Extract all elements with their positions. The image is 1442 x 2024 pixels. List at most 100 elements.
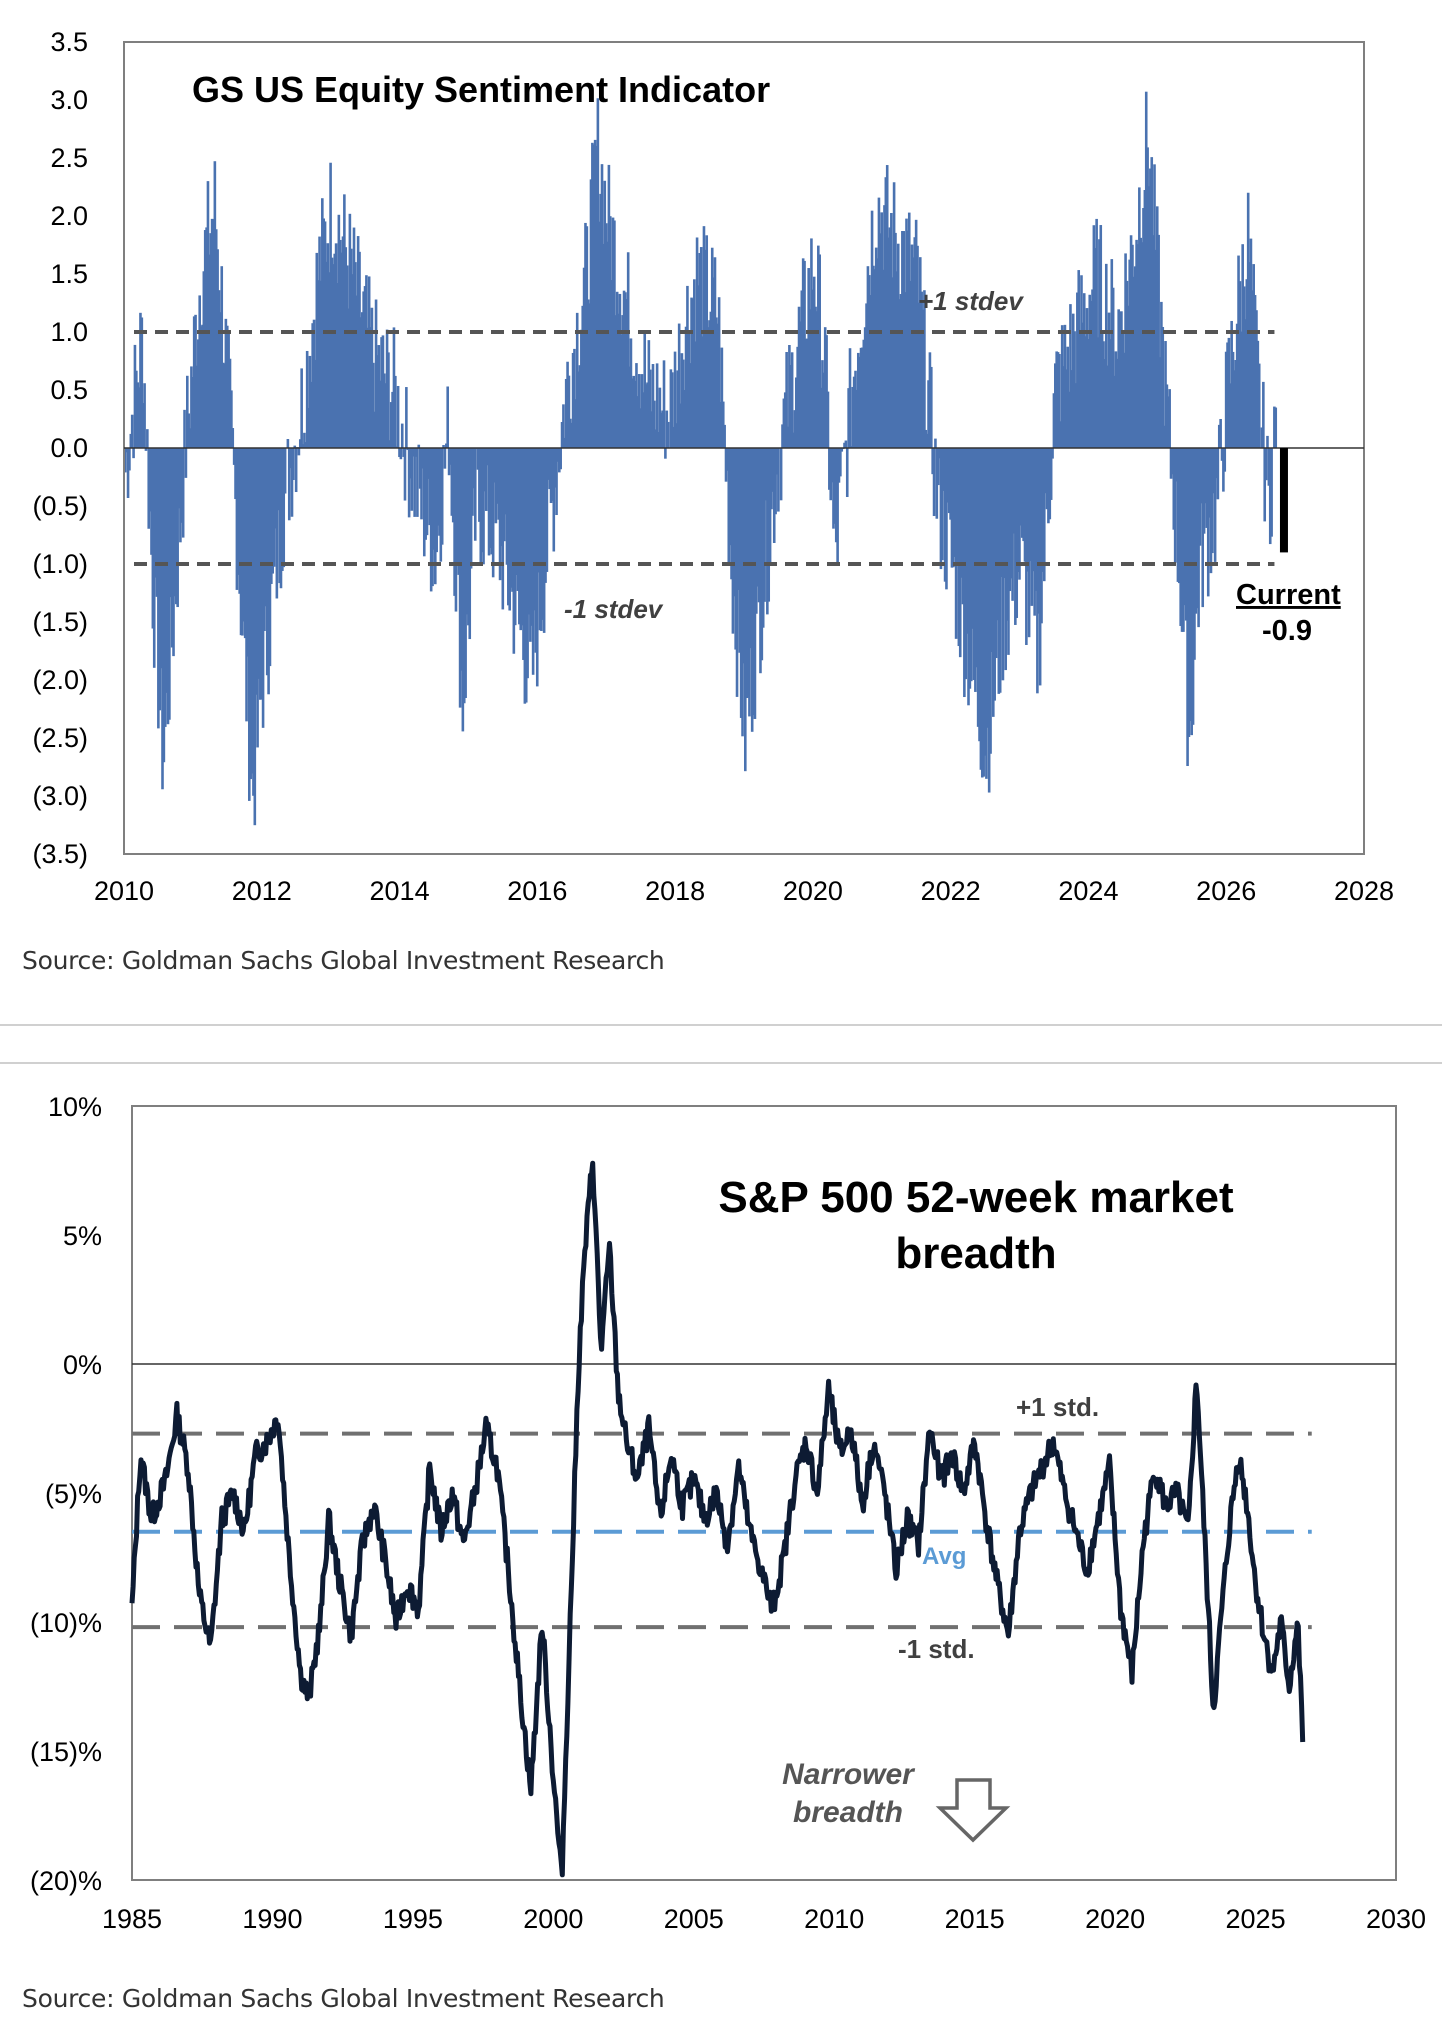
sentiment-bar [979, 448, 983, 770]
sentiment-bar [194, 314, 197, 448]
sentiment-bar [1107, 312, 1111, 448]
sentiment-bar [169, 448, 173, 598]
sentiment-bar [1154, 249, 1158, 448]
y-tick-label: (1.0) [32, 549, 88, 579]
plus-std-label: +1 std. [1016, 1392, 1099, 1422]
y-tick-label: (2.0) [32, 665, 88, 695]
sentiment-bar [552, 448, 556, 552]
sentiment-bar [701, 336, 704, 448]
sentiment-bar [124, 448, 127, 473]
sentiment-bar [1022, 448, 1025, 542]
sentiment-bar [449, 448, 452, 465]
x-tick-label: 1985 [102, 1904, 162, 1934]
sentiment-bar [508, 448, 511, 611]
sentiment-bar [377, 345, 381, 448]
sentiment-bar [873, 269, 877, 448]
sentiment-bar [305, 350, 309, 448]
sentiment-bar [424, 448, 427, 540]
sentiment-bar [713, 257, 717, 448]
sentiment-bar [1179, 448, 1182, 626]
sentiment-bar [567, 375, 571, 448]
sentiment-bar [439, 448, 443, 562]
sentiment-bar [1274, 407, 1278, 448]
sentiment-bar [851, 386, 855, 448]
sentiment-bar [617, 313, 620, 448]
sentiment-bar [1209, 448, 1213, 574]
sentiment-bar [519, 448, 523, 631]
sentiment-bar [1088, 294, 1092, 448]
sentiment-bar [1081, 322, 1085, 448]
sentiment-bar [1122, 352, 1126, 448]
sentiment-bar [884, 177, 888, 448]
sentiment-bar [147, 448, 151, 529]
sentiment-bar [715, 317, 718, 448]
sentiment-bar [621, 315, 624, 448]
sentiment-bar [157, 448, 160, 729]
sentiment-bar [796, 346, 799, 448]
sentiment-bar [187, 413, 190, 448]
sentiment-bar [595, 145, 598, 448]
sentiment-bar [135, 370, 138, 448]
sentiment-bar [793, 410, 797, 448]
sentiment-bar [653, 400, 656, 448]
chart-title: GS US Equity Sentiment Indicator [192, 69, 770, 110]
sentiment-bar [1194, 448, 1198, 614]
sentiment-bar [359, 317, 363, 448]
sentiment-bar [806, 338, 809, 448]
sentiment-bar [755, 448, 758, 614]
sentiment-bar [1056, 352, 1060, 448]
sentiment-bar [1256, 340, 1260, 448]
sentiment-bar [599, 193, 602, 448]
sentiment-bar [1111, 287, 1115, 448]
sentiment-bar [416, 448, 419, 517]
sentiment-bar [1103, 359, 1107, 448]
sentiment-bar [694, 341, 697, 448]
sentiment-bar [132, 448, 135, 459]
sentiment-bar [256, 448, 259, 748]
sentiment-bar [369, 327, 372, 448]
divider [0, 1062, 1442, 1064]
sentiment-bar [633, 380, 637, 448]
sentiment-bar [501, 448, 505, 610]
sentiment-bar [843, 442, 846, 448]
sentiment-bar [737, 448, 740, 590]
sentiment-bar [471, 448, 474, 516]
sentiment-bar [219, 312, 222, 448]
sentiment-bar [326, 243, 330, 448]
sentiment-bar [1055, 351, 1058, 448]
sentiment-bar [223, 363, 226, 448]
sentiment-bar [1164, 341, 1167, 448]
sentiment-bar [1049, 448, 1053, 500]
sentiment-bar [896, 243, 900, 448]
sentiment-bar [289, 448, 292, 469]
down-arrow-icon [935, 1778, 1011, 1843]
sentiment-bar [637, 374, 641, 448]
sentiment-bar [592, 144, 596, 448]
sentiment-bar [150, 448, 153, 555]
sentiment-bar [1139, 237, 1143, 448]
sentiment-bar [265, 448, 269, 676]
sentiment-bar [319, 280, 323, 448]
chart-title-line-2: breadth [895, 1229, 1056, 1278]
sentiment-bar [278, 448, 281, 584]
sentiment-bar [1033, 448, 1036, 616]
sentiment-bar [993, 448, 996, 701]
sentiment-bar [963, 448, 966, 698]
sentiment-bar [830, 448, 834, 483]
x-tick-label: 2028 [1334, 876, 1394, 906]
sentiment-bar [542, 448, 546, 633]
sentiment-bar [297, 448, 301, 456]
sentiment-bar [818, 254, 821, 448]
sentiment-bar [329, 162, 332, 448]
sentiment-bar [535, 448, 539, 687]
sentiment-bar [363, 286, 367, 448]
sentiment-bar [819, 387, 823, 448]
sentiment-bar [895, 271, 899, 448]
x-tick-label: 1990 [242, 1904, 302, 1934]
sentiment-bar [1255, 310, 1258, 448]
sentiment-bar [1015, 448, 1019, 618]
sentiment-bar [396, 385, 400, 448]
sentiment-bar [941, 448, 944, 561]
y-tick-label: 1.0 [50, 317, 88, 347]
sentiment-bar [721, 401, 725, 448]
